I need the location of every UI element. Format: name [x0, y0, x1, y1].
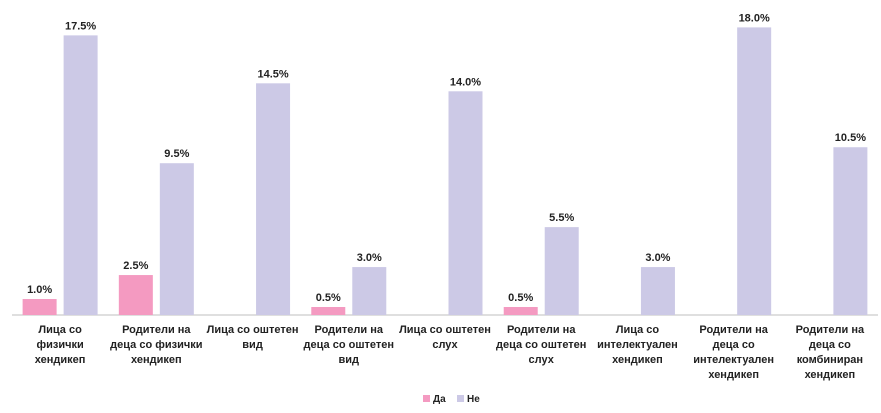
bar-ne-8 — [833, 147, 868, 315]
data-label-ne-3: 3.0% — [357, 252, 382, 264]
data-label-da-3: 0.5% — [316, 292, 341, 304]
bar-ne-6 — [640, 267, 675, 315]
bar-da-0 — [22, 299, 57, 315]
bar-ne-7 — [737, 27, 772, 316]
category-label-8: Родители на деца со комбиниран хендикеп — [796, 324, 865, 381]
bar-ne-5 — [544, 227, 579, 315]
category-label-4: Лица со оштетен слух — [399, 324, 491, 351]
legend-label-da: Да — [433, 394, 446, 405]
data-label-ne-1: 9.5% — [164, 148, 189, 160]
category-label-2: Лица со оштетен вид — [207, 324, 299, 351]
bar-da-1 — [118, 275, 153, 315]
category-label-6: Лица со интелектуален хендикеп — [597, 324, 678, 366]
legend-label-ne: Не — [467, 394, 480, 405]
legend-swatch-ne — [457, 395, 464, 402]
bar-ne-1 — [159, 163, 194, 315]
data-labels-group: 1.0% 17.5% 2.5% 9.5% 14.5% 0.5% 3.0% 14.0% 0.5% 5… — [27, 12, 866, 304]
data-label-ne-5: 5.5% — [549, 212, 574, 224]
legend: Да Не — [423, 394, 480, 405]
data-label-ne-8: 10.5% — [835, 132, 866, 144]
bar-ne-3 — [352, 267, 387, 315]
data-label-da-1: 2.5% — [123, 260, 148, 272]
bars-group — [22, 27, 868, 316]
legend-swatch-da — [423, 395, 430, 402]
data-label-ne-6: 3.0% — [645, 252, 670, 264]
data-label-ne-0: 17.5% — [65, 20, 96, 32]
category-label-0: Лица со физички хендикеп — [35, 324, 86, 366]
category-label-7: Родители на деца со интелектуален хендикеп — [693, 324, 774, 381]
category-label-1: Родители на деца со физички хендикеп — [110, 324, 202, 366]
data-label-ne-2: 14.5% — [257, 68, 288, 80]
category-label-3: Родители на деца со оштетен вид — [304, 324, 394, 366]
bar-da-3 — [311, 307, 346, 315]
data-label-da-5: 0.5% — [508, 292, 533, 304]
bar-ne-0 — [63, 35, 98, 316]
data-label-ne-4: 14.0% — [450, 76, 481, 88]
data-label-ne-7: 18.0% — [739, 12, 770, 24]
data-label-da-0: 1.0% — [27, 284, 52, 296]
bar-ne-4 — [448, 91, 483, 315]
category-labels-group: Лица со физички хендикеп Родители на деца со… — [35, 324, 865, 381]
bar-ne-2 — [256, 83, 291, 315]
bar-da-5 — [503, 307, 538, 315]
category-label-5: Родители на деца со оштетен слух — [496, 324, 586, 366]
